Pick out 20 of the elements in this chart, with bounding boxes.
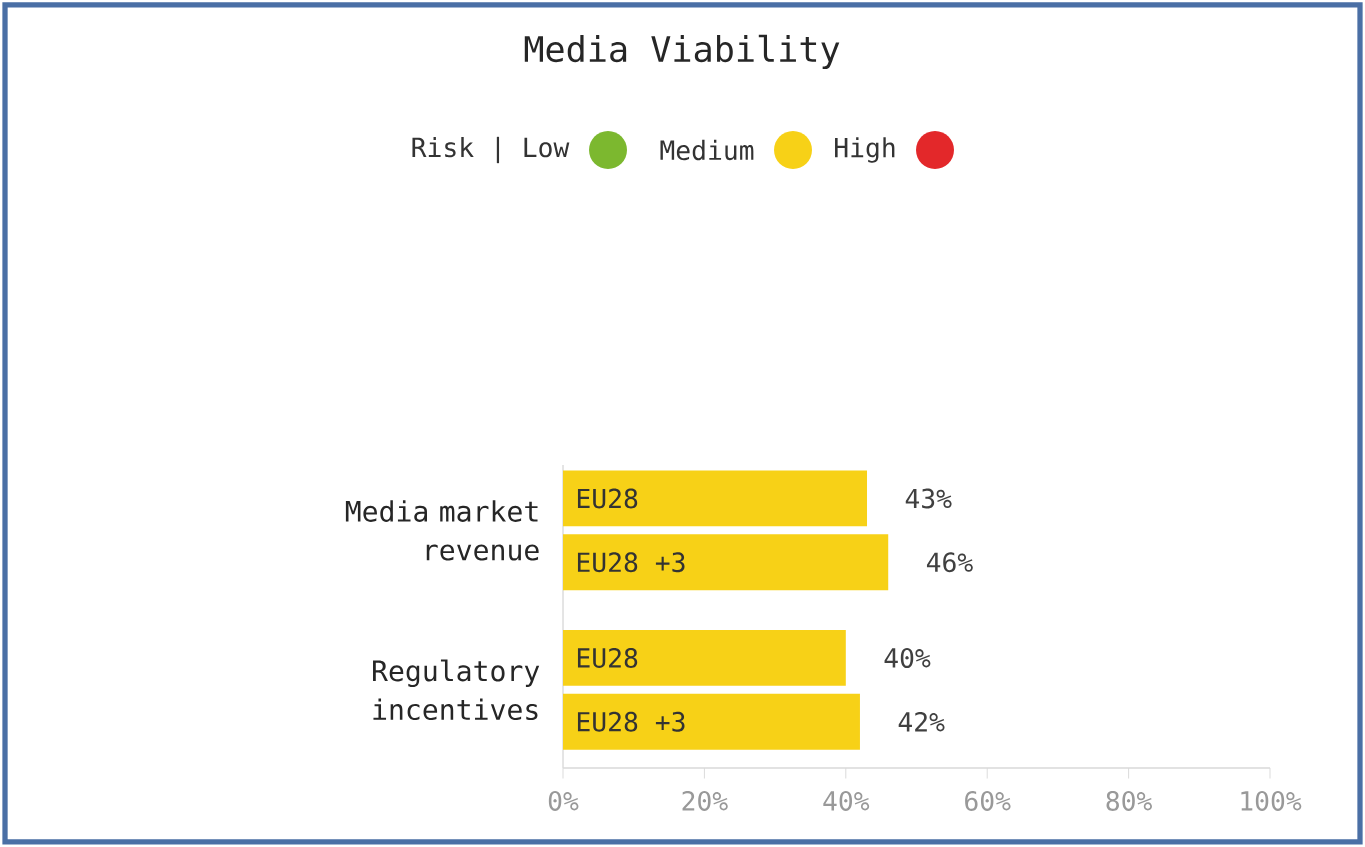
series-label: EU28 +3 (577, 552, 685, 573)
x-tick-label: 100% (1241, 790, 1302, 811)
y-tick-label: Regulatory incentives (373, 659, 540, 721)
x-tick-label: 40% (823, 790, 870, 811)
data-label: 40% (884, 647, 931, 668)
text: EU28 +3 (577, 711, 685, 732)
series-label: EU28 (577, 488, 638, 509)
x-tick-label: 0% (548, 790, 579, 811)
text: High (835, 137, 895, 163)
x-tick-label: 20% (682, 790, 728, 811)
data-label: 42% (898, 711, 945, 732)
x-tick-label: 60% (965, 790, 1011, 811)
text: Medium (660, 139, 754, 161)
text: Risk | Low (412, 136, 570, 164)
chart-title: Media Viability (524, 34, 840, 70)
data-label: 46% (926, 552, 973, 573)
y-tick-label: Media market revenue (345, 500, 539, 561)
text: EU28 (577, 647, 638, 668)
data-label: 43% (905, 488, 952, 509)
x-tick-label: 80% (1106, 790, 1152, 811)
